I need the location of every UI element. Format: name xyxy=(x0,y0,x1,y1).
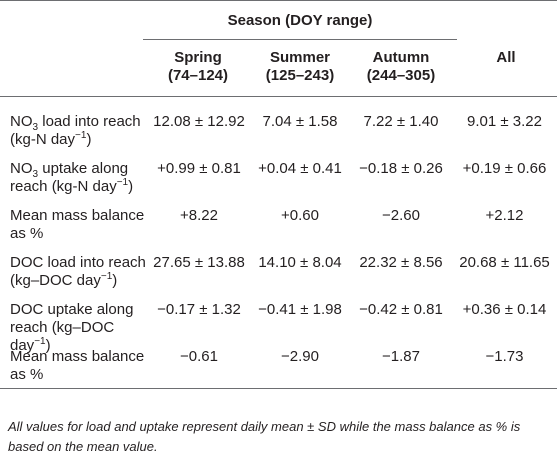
table-cell: 7.22 ± 1.40 xyxy=(363,113,439,130)
table-footnote: All values for load and uptake represent… xyxy=(8,419,521,454)
season-underline xyxy=(143,39,457,40)
column-header-line1: Summer xyxy=(269,49,331,66)
table-cell: 22.32 ± 8.56 xyxy=(359,254,443,271)
table-cell: +0.04 ± 0.41 xyxy=(258,160,342,177)
table-cell: 14.10 ± 8.04 xyxy=(258,254,342,271)
row-label: Mean mass balance xyxy=(10,348,145,365)
header-bottom-rule xyxy=(0,96,557,97)
row-label-cont: reach (kg-N day−1) xyxy=(10,177,134,196)
row-label: NO3 load into reach xyxy=(10,113,141,133)
row-label: Mean mass balance xyxy=(10,207,145,224)
row-label: DOC uptake along xyxy=(10,301,134,318)
table-cell: −0.61 xyxy=(180,348,218,365)
column-header-line2: (125–243) xyxy=(265,67,335,84)
table-cell: 20.68 ± 11.65 xyxy=(459,254,550,271)
row-label-cont: day−1) xyxy=(10,336,51,355)
table-cell: 7.04 ± 1.58 xyxy=(262,113,338,130)
season-title: Season (DOY range) xyxy=(227,12,373,29)
table-cell: −0.41 ± 1.98 xyxy=(258,301,342,318)
table-cell: +0.60 xyxy=(281,207,319,224)
column-header-line1: All xyxy=(496,49,516,66)
table-cell: −1.87 xyxy=(382,348,420,365)
column-header-line2: (74–124) xyxy=(167,67,229,84)
row-label-cont: (kg–DOC day−1) xyxy=(10,271,118,290)
table-top-rule xyxy=(0,0,557,1)
row-label-cont: reach (kg–DOC xyxy=(10,319,115,336)
table-cell: −1.73 xyxy=(485,348,524,365)
row-label-cont: as % xyxy=(10,225,44,242)
table-cell: 27.65 ± 13.88 xyxy=(153,254,245,271)
row-label-cont: as % xyxy=(10,366,44,383)
column-header-line1: Autumn xyxy=(372,49,430,66)
row-label: NO3 uptake along xyxy=(10,160,129,180)
table-cell: −2.90 xyxy=(281,348,319,365)
table-cell: +0.19 ± 0.66 xyxy=(462,160,547,177)
table-cell: −2.60 xyxy=(382,207,420,224)
column-header-line1: Spring xyxy=(174,49,222,66)
table-cell: 9.01 ± 3.22 xyxy=(467,113,542,130)
table-cell: −0.18 ± 0.26 xyxy=(359,160,443,177)
row-label-cont: (kg-N day−1) xyxy=(10,130,92,149)
table-cell: +0.36 ± 0.14 xyxy=(462,301,547,318)
column-header-line2: (244–305) xyxy=(366,67,436,84)
table-cell: +0.99 ± 0.81 xyxy=(157,160,241,177)
table-cell: −0.42 ± 0.81 xyxy=(359,301,443,318)
table-cell: 12.08 ± 12.92 xyxy=(153,113,245,130)
table-bottom-rule xyxy=(0,388,557,389)
row-label: DOC load into reach xyxy=(10,254,146,271)
table-cell: −0.17 ± 1.32 xyxy=(157,301,241,318)
table-cell: +8.22 xyxy=(180,207,218,224)
table-cell: +2.12 xyxy=(485,207,524,224)
